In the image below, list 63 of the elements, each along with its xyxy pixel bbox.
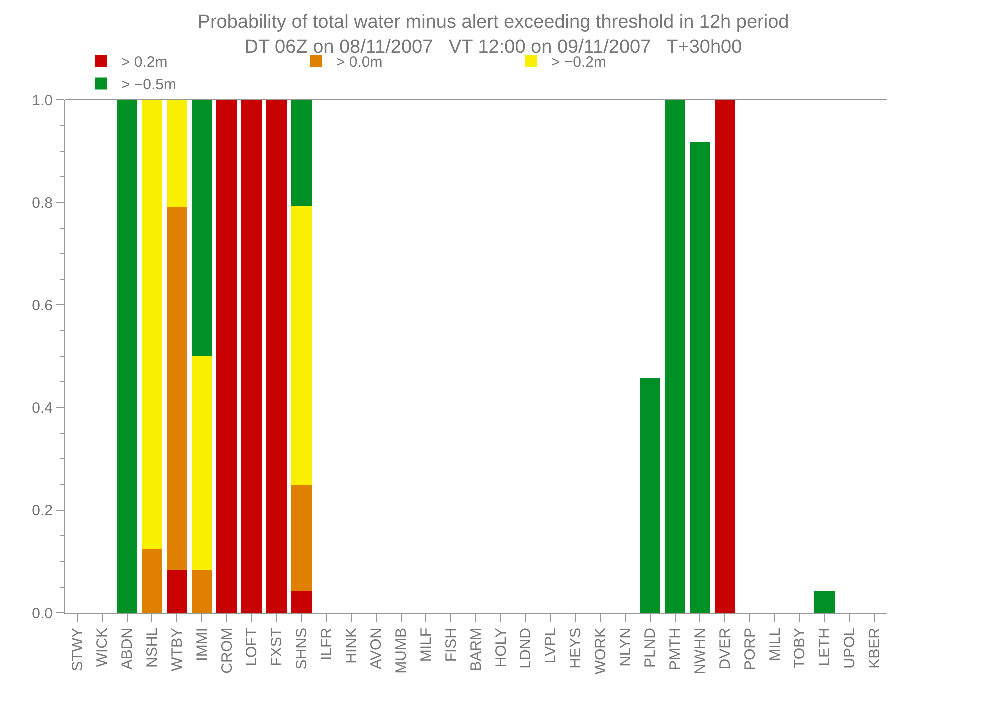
x-tick-label: ABDN (119, 628, 136, 670)
bar (117, 100, 138, 613)
x-tick-label: MILF (418, 628, 436, 662)
legend-label: > 0.2m (121, 54, 168, 72)
x-tick-label: SHNS (294, 628, 311, 670)
x-tick-label: NLYN (617, 628, 634, 667)
bar (242, 100, 262, 613)
bar (142, 548, 162, 613)
bar (665, 100, 686, 613)
bar (266, 100, 287, 613)
x-tick-label: KBER (866, 628, 884, 669)
x-tick-label: PMTH (667, 628, 684, 670)
bar (216, 100, 238, 613)
x-tick-label: FISH (442, 628, 460, 662)
bar (640, 378, 661, 613)
bar (291, 591, 312, 613)
bar (690, 142, 710, 613)
chart-title: Probability of total water minus alert exceeding threshold in 12h period (198, 12, 790, 34)
x-tick-label: ILFR (318, 628, 336, 661)
x-tick-label: WORK (592, 628, 610, 675)
bar (291, 100, 312, 207)
x-tick-label: MUMB (393, 628, 410, 674)
bar (192, 100, 212, 356)
y-tick-label: 1.0 (32, 92, 53, 110)
bar (814, 591, 835, 613)
x-tick-label: IMMI (194, 628, 211, 662)
x-tick-label: NWHN (692, 628, 710, 675)
bar (166, 570, 188, 613)
bar (142, 100, 162, 549)
y-tick-label: 0.6 (32, 297, 53, 314)
x-tick-label: NSHL (144, 628, 162, 668)
x-tick-label: PORP (742, 628, 759, 671)
x-tick-label: DVER (716, 628, 734, 670)
y-tick-label: 0.2 (32, 502, 53, 520)
x-tick-label: LETH (816, 628, 834, 666)
bar (166, 100, 188, 208)
bar (714, 100, 736, 613)
y-tick-label: 0.0 (32, 605, 53, 622)
bar (192, 570, 212, 613)
y-tick-label: 0.8 (32, 194, 53, 212)
x-tick-label: MILL (766, 628, 784, 662)
bar (291, 206, 312, 485)
x-tick-label: LOFT (244, 628, 261, 666)
x-tick-label: HEYS (568, 628, 585, 669)
bar (166, 207, 188, 570)
bar (192, 356, 212, 570)
x-tick-label: PLND (642, 628, 660, 668)
x-tick-label: UPOL (842, 628, 859, 669)
x-tick-label: TOBY (792, 628, 809, 669)
x-tick-label: CROM (218, 628, 236, 674)
x-tick-label: HINK (343, 628, 360, 664)
x-tick-label: LDND (518, 628, 535, 669)
x-tick-label: WICK (94, 628, 112, 668)
bar (291, 484, 312, 592)
x-tick-label: STWY (69, 628, 86, 672)
x-tick-label: HOLY (492, 628, 510, 668)
x-tick-label: BARM (468, 628, 485, 672)
y-tick-label: 0.4 (32, 400, 53, 418)
x-tick-label: WTBY (168, 628, 186, 672)
x-tick-label: FXST (268, 628, 286, 666)
x-tick-label: LVPL (542, 628, 560, 664)
x-tick-label: AVON (368, 628, 386, 670)
legend-label: > −0.5m (121, 76, 176, 94)
